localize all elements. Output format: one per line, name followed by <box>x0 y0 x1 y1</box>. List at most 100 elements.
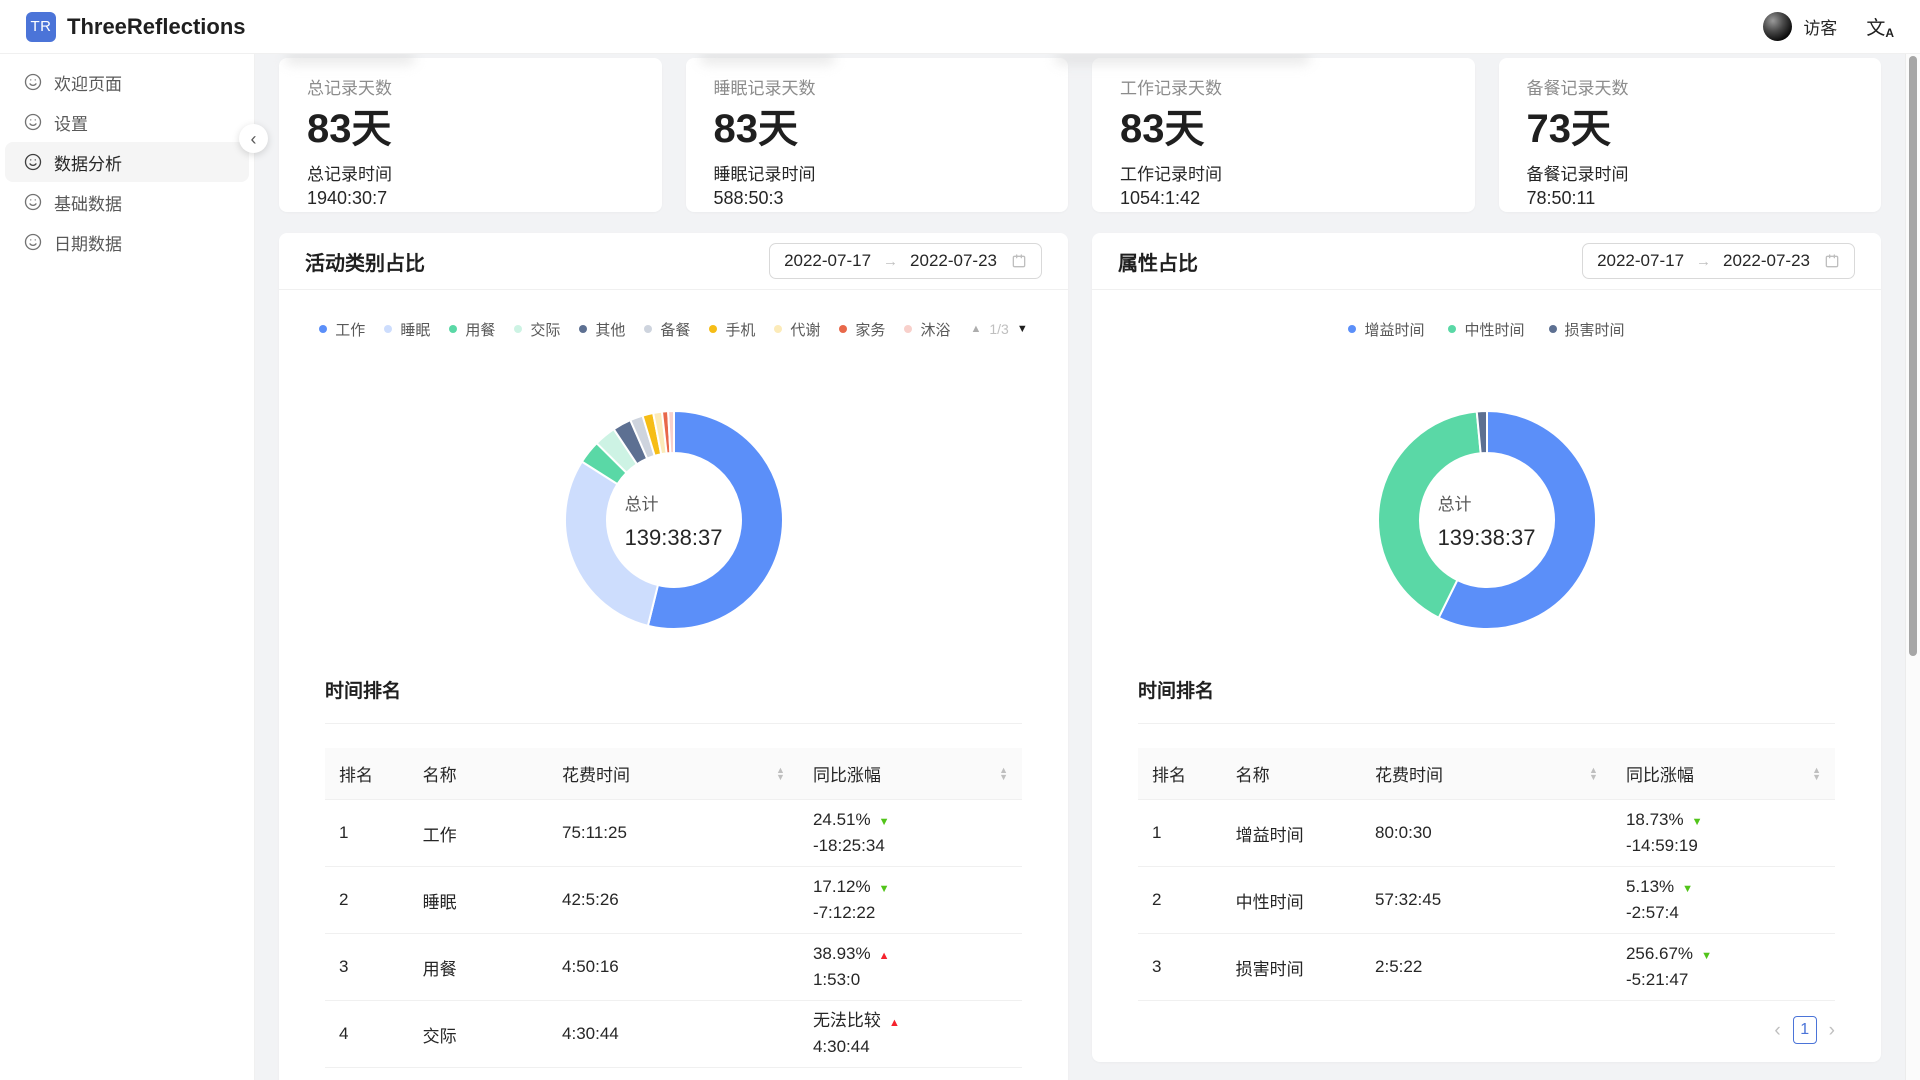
legend-item[interactable]: 损害时间 <box>1548 319 1625 340</box>
date-end[interactable]: 2022-07-23 <box>1723 251 1810 270</box>
legend-item[interactable]: 睡眠 <box>384 319 430 340</box>
legend-label: 睡眠 <box>400 321 431 339</box>
legend-item[interactable]: 交际 <box>514 319 560 340</box>
legend-label: 手机 <box>725 321 756 339</box>
sidebar-collapse-button[interactable]: ‹ <box>239 124 268 153</box>
date-range-picker[interactable]: 2022-07-17 → 2022-07-23 <box>769 243 1042 279</box>
change-time: 1:53:0 <box>812 970 861 989</box>
brand: TR ThreeReflections <box>26 11 246 42</box>
donut-slice-中性时间[interactable] <box>1376 410 1482 619</box>
legend-dot <box>449 325 458 333</box>
col-header-name: 名称 <box>1221 748 1362 800</box>
charts-row: 活动类别占比 2022-07-17 → 2022-07-23 <box>279 233 1881 1080</box>
col-header-name: 名称 <box>408 748 549 800</box>
main-content: 总记录天数 83天 总记录时间 1940:30:7 睡眠记录天数 83天 睡眠记… <box>255 51 1920 1080</box>
table-row: 5 其他 3:51:33 96.46%▲ 3:43:21 <box>325 1067 1022 1080</box>
change-time: -7:12:22 <box>812 903 876 922</box>
stat-card-subtitle: 备餐记录时间 <box>1526 165 1629 184</box>
pagination-page-1[interactable]: 1 <box>1792 1016 1817 1044</box>
legend-item[interactable]: 中性时间 <box>1448 319 1525 340</box>
legend-page-up-icon[interactable]: ▲ <box>970 323 982 335</box>
sorter-icon[interactable]: ▲ ▼ <box>776 764 785 782</box>
donut-slice-损害时间[interactable] <box>1475 409 1488 455</box>
scrollbar-thumb[interactable] <box>1909 56 1917 656</box>
stat-card: 备餐记录天数 73天 备餐记录时间 78:50:11 <box>1498 58 1881 212</box>
legend-item[interactable]: 备餐 <box>644 319 690 340</box>
date-start[interactable]: 2022-07-17 <box>1597 251 1685 270</box>
col-header-time[interactable]: 花费时间 ▲ ▼ <box>1361 748 1612 800</box>
pagination-next-icon[interactable]: › <box>1828 1019 1835 1041</box>
legend-item[interactable]: 代谢 <box>774 319 820 340</box>
scrolled-content-ghost <box>1055 51 1310 64</box>
stat-card-title: 工作记录天数 <box>1120 79 1222 98</box>
table-row: 2 中性时间 57:32:45 5.13% ▼ -2:57:4 <box>1138 866 1835 934</box>
scrollbar-track[interactable] <box>1905 54 1920 1080</box>
sorter-icon[interactable]: ▲ ▼ <box>999 764 1008 782</box>
cell-time: 2:5:22 <box>1361 933 1612 1001</box>
cell-change: 256.67% ▼ -5:21:47 <box>1611 933 1835 1001</box>
swap-right-icon: → <box>1696 252 1712 270</box>
cell-change: 无法比较 ▲ 4:30:44 <box>798 1000 1022 1068</box>
col-header-change[interactable]: 同比涨幅 ▲ ▼ <box>798 748 1022 800</box>
sidebar-item-label: 设置 <box>54 114 88 134</box>
date-range-picker[interactable]: 2022-07-17 → 2022-07-23 <box>1582 243 1855 279</box>
change-percent: 5.13% <box>1625 877 1675 896</box>
legend-item[interactable]: 沐浴 <box>904 319 950 340</box>
table-row: 1 增益时间 80:0:30 18.73% ▼ -14:59:19 <box>1138 799 1835 867</box>
date-end[interactable]: 2022-07-23 <box>910 251 997 270</box>
col-header-change[interactable]: 同比涨幅 ▲ ▼ <box>1611 748 1835 800</box>
date-start[interactable]: 2022-07-17 <box>784 251 872 270</box>
legend-item[interactable]: 用餐 <box>449 319 495 340</box>
app-header: TR ThreeReflections 访客 文A <box>0 0 1920 54</box>
trend-caret-icon: ▼ <box>878 816 890 828</box>
stat-card-title: 睡眠记录天数 <box>713 79 816 98</box>
sidebar-item-label: 基础数据 <box>54 194 122 214</box>
sorter-icon[interactable]: ▲ ▼ <box>1589 764 1598 782</box>
donut-slice-工作[interactable] <box>646 410 784 630</box>
cell-name: 其他 <box>408 1067 549 1080</box>
chart-legend: 增益时间 中性时间 损害时间 <box>1092 318 1881 340</box>
sorter-icon[interactable]: ▲ ▼ <box>1812 764 1821 782</box>
sidebar-item[interactable]: 设置 <box>5 102 249 142</box>
legend-label: 备餐 <box>660 321 691 339</box>
language-switch-icon[interactable]: 文A <box>1866 18 1894 40</box>
calendar-icon <box>1011 253 1027 269</box>
sidebar-item[interactable]: 欢迎页面 <box>5 62 249 102</box>
legend-page-down-icon[interactable]: ▼ <box>1016 323 1028 335</box>
col-header-rank: 排名 <box>1138 748 1222 800</box>
change-time: -14:59:19 <box>1625 836 1698 855</box>
legend-label: 增益时间 <box>1364 321 1425 339</box>
smile-icon <box>24 73 42 91</box>
ranking-title: 时间排名 <box>1138 676 1835 724</box>
legend-dot <box>384 325 393 333</box>
legend-dot <box>514 325 523 333</box>
sidebar-item[interactable]: 日期数据 <box>5 222 249 262</box>
sidebar-item[interactable]: 数据分析 <box>5 142 249 182</box>
legend-item[interactable]: 其他 <box>579 319 625 340</box>
legend-item[interactable]: 增益时间 <box>1348 319 1424 340</box>
sidebar-item[interactable]: 基础数据 <box>5 182 249 222</box>
donut-slice-沐浴[interactable] <box>666 410 675 455</box>
col-header-time[interactable]: 花费时间 ▲ ▼ <box>548 748 799 800</box>
legend-dot <box>319 325 328 333</box>
scrolled-content-ghost <box>285 51 415 64</box>
smile-icon <box>24 233 42 251</box>
legend-item[interactable]: 手机 <box>709 319 755 340</box>
change-percent: 38.93% <box>812 944 871 963</box>
legend-label: 工作 <box>335 321 366 339</box>
cell-name: 用餐 <box>408 933 549 1001</box>
legend-item[interactable]: 工作 <box>319 319 365 340</box>
donut-slice-增益时间[interactable] <box>1437 410 1597 630</box>
swap-right-icon: → <box>883 252 899 270</box>
sidebar-item-label: 日期数据 <box>54 234 122 254</box>
donut-slice-睡眠[interactable] <box>563 460 659 627</box>
pagination-prev-icon[interactable]: ‹ <box>1774 1019 1781 1041</box>
trend-caret-icon: ▲ <box>878 950 890 962</box>
user-name[interactable]: 访客 <box>1803 19 1838 38</box>
cell-rank: 1 <box>1138 799 1222 867</box>
smile-icon <box>24 193 42 211</box>
legend-item[interactable]: 家务 <box>839 319 885 340</box>
user-avatar[interactable] <box>1763 12 1793 41</box>
cell-time: 42:5:26 <box>548 866 799 934</box>
